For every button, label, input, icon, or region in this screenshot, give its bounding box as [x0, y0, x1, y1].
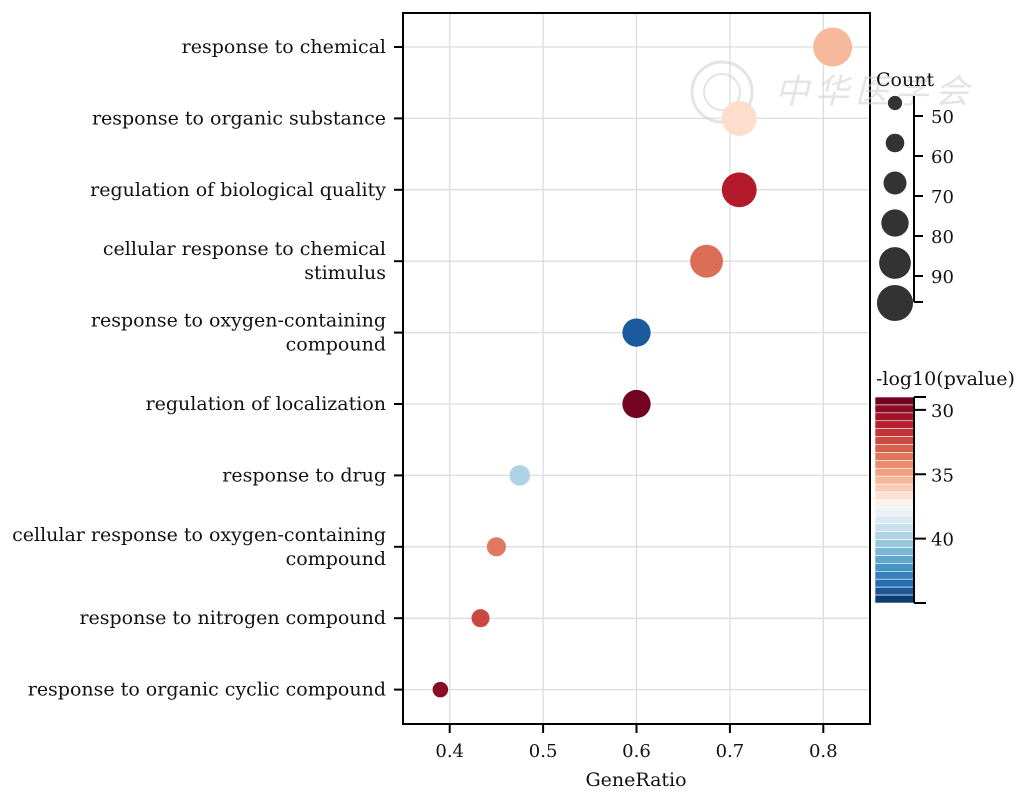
- color-legend-title: -log10(pvalue): [876, 368, 1015, 390]
- colorbar-label: 40: [931, 530, 954, 551]
- y-tick-label: response to chemical: [182, 36, 386, 58]
- data-point: [622, 389, 651, 419]
- colorbar-band: [874, 452, 915, 461]
- y-tick-label: cellular response to oxygen-containing: [12, 524, 386, 546]
- colorbar-band: [874, 436, 915, 445]
- colorbar-band: [874, 444, 915, 453]
- colorbar-band: [874, 412, 915, 422]
- x-tick-label: 0.4: [435, 741, 464, 762]
- colorbar-band: [874, 571, 915, 580]
- colorbar-band: [874, 468, 915, 477]
- y-tick-label: response to organic substance: [92, 107, 386, 129]
- colorbar-band: [874, 428, 915, 437]
- watermark-seal-inner: [703, 73, 741, 111]
- colorbar-label: 35: [931, 465, 954, 486]
- colorbar-band: [874, 555, 915, 564]
- colorbar-band: [874, 491, 915, 501]
- y-tick-label: compound: [286, 334, 386, 356]
- colorbar-band: [874, 515, 915, 525]
- x-tick-label: 0.7: [716, 741, 745, 762]
- x-tick-label: 0.6: [622, 741, 651, 762]
- size-legend-label: 70: [931, 187, 954, 208]
- size-legend-label: 80: [931, 227, 954, 248]
- size-legend-dot: [879, 247, 911, 279]
- y-tick-label: regulation of localization: [146, 393, 386, 415]
- watermark-seal: [690, 60, 754, 124]
- colorbar-label: 30: [931, 401, 954, 422]
- y-tick-label: response to organic cyclic compound: [28, 679, 386, 701]
- data-points: [432, 27, 853, 698]
- size-legend-dot: [883, 171, 907, 195]
- colorbar-band: [874, 523, 915, 532]
- colorbar-band: [874, 460, 915, 469]
- size-legend-dot: [887, 95, 903, 111]
- y-axis: response to chemical response to organic …: [12, 36, 403, 701]
- colorbar-band: [874, 475, 915, 485]
- watermark-logo: 中华医学会: [690, 60, 975, 124]
- color-legend: -log10(pvalue) 30 35 40: [874, 368, 1015, 604]
- data-point: [721, 100, 757, 136]
- size-legend: Count 50 60 70 80 90: [876, 69, 954, 322]
- colorbar-band: [874, 531, 915, 540]
- x-tick-label: 0.5: [529, 741, 558, 762]
- colorbar-band: [874, 507, 915, 517]
- colorbar-band: [874, 483, 915, 493]
- data-point: [509, 465, 531, 486]
- y-tick-label: response to nitrogen compound: [79, 607, 386, 629]
- watermark-text: 中华医学会: [775, 72, 975, 112]
- y-tick-label: compound: [286, 548, 386, 570]
- colorbar-band: [874, 404, 915, 414]
- x-axis-title: GeneRatio: [585, 769, 686, 791]
- colorbar-band: [874, 396, 915, 406]
- data-point: [432, 681, 449, 698]
- y-tick-label: response to drug: [222, 464, 386, 486]
- y-tick-label: response to oxygen-containing: [91, 310, 386, 332]
- y-tick-label: regulation of biological quality: [90, 179, 386, 201]
- colorbar-band: [874, 499, 915, 509]
- x-tick-label: 0.8: [809, 741, 838, 762]
- size-legend-label: 60: [931, 147, 954, 168]
- size-legend-label: 90: [931, 267, 954, 288]
- data-point: [813, 27, 853, 67]
- y-tick-label: cellular response to chemical: [103, 238, 386, 260]
- data-point: [622, 318, 651, 347]
- size-legend-dot: [876, 284, 914, 322]
- colorbar-band: [874, 578, 915, 588]
- colorbar-band: [874, 539, 915, 548]
- grid-lines: [403, 13, 870, 724]
- size-legend-label: 50: [931, 107, 954, 128]
- data-point: [486, 537, 506, 557]
- colorbar-band: [874, 547, 915, 556]
- colorbar-band: [874, 586, 915, 596]
- x-axis: 0.4 0.5 0.6 0.7 0.8 GeneRatio: [435, 724, 838, 791]
- y-tick-label: stimulus: [304, 262, 386, 284]
- colorbar-band: [874, 420, 915, 429]
- size-legend-title: Count: [876, 69, 934, 91]
- data-point: [721, 172, 757, 208]
- colorbar-band: [874, 594, 915, 604]
- size-legend-dot: [881, 209, 909, 237]
- size-legend-dot: [885, 133, 905, 153]
- data-point: [471, 609, 490, 628]
- data-point: [690, 244, 723, 278]
- colorbar-band: [874, 563, 915, 572]
